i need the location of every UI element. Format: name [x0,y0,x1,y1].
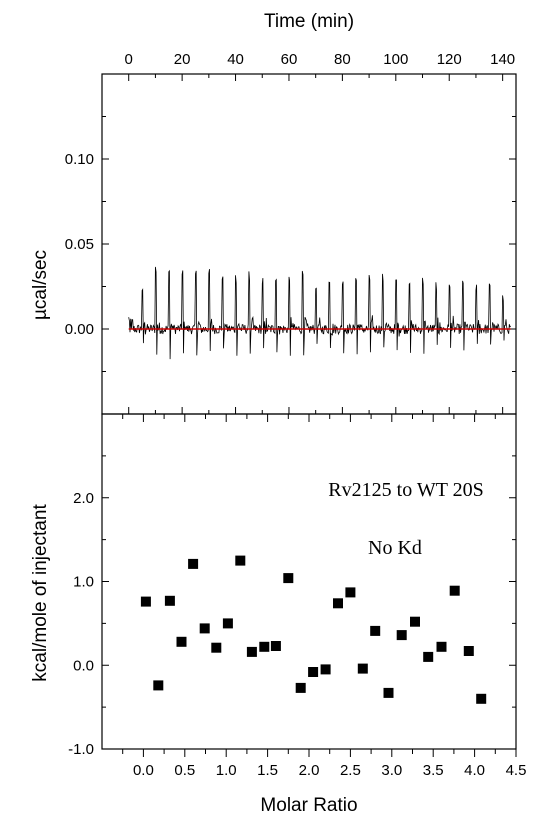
annotation-no-kd: No Kd [368,537,422,559]
y-tick-label: 2.0 [73,490,94,507]
bottom-panel-ticks: 0.0 0.5 1.0 1.5 2.0 2.5 3.0 3.5 4.0 4.5 -1.0 0.0 1.0… [68,414,526,779]
data-point [333,598,343,609]
data-point [164,595,175,606]
data-point [345,587,356,598]
data-point [410,616,420,627]
annotation-title: Rv2125 to WT 20S [328,479,483,501]
time-tick-label: 60 [281,51,298,68]
data-points [140,555,487,704]
data-point [308,667,319,677]
thermogram-layer [128,266,512,360]
x-tick-label: 1.5 [257,762,278,779]
x-tick-label: 4.0 [464,762,485,779]
top-y-tick-label: 0.00 [65,321,94,338]
top-y-tick-label: 0.05 [65,236,94,253]
y-tick-label: 1.0 [73,574,94,591]
time-tick-label: 100 [383,51,408,68]
data-point [140,596,151,607]
x-tick-label: 1.0 [216,762,237,779]
data-point [222,618,233,629]
data-point [370,625,381,636]
time-tick-label: 140 [490,51,515,68]
x-tick-label: 2.0 [299,762,320,779]
top-y-tick-label: 0.10 [65,151,94,168]
data-point [283,573,294,584]
data-point [449,585,460,596]
bottom-panel-ylabel: kcal/mole of injectant [30,504,51,682]
data-point [199,623,210,634]
data-point [436,641,447,652]
top-panel-ticks: 0 20 40 60 80 100 120 140 0.10 0.05 0.00 [65,51,516,414]
data-point [259,641,270,652]
time-tick-label: 40 [227,51,244,68]
y-tick-label: -1.0 [68,741,94,758]
data-point [320,664,331,675]
top-panel-frame [101,73,517,415]
data-point [295,682,306,693]
time-tick-label: 0 [125,51,133,68]
thermogram-trace [128,266,512,360]
data-point [211,642,222,653]
time-tick-label: 20 [174,51,191,68]
x-tick-label: 4.5 [506,762,527,779]
bottom-panel-frame [101,413,517,750]
data-point [357,663,368,674]
data-point [396,630,407,641]
data-point [153,680,164,691]
data-point [423,651,434,662]
time-tick-label: 80 [334,51,351,68]
top-axis-title: Time (min) [264,11,354,32]
top-panel-ylabel: µcal/sec [30,250,51,320]
y-tick-label: 0.0 [73,657,94,674]
data-point [463,646,474,656]
data-point [476,693,487,704]
time-tick-label: 120 [437,51,462,68]
data-point [176,636,187,647]
data-point [270,641,281,651]
data-point [188,558,199,569]
x-tick-label: 0.0 [133,762,154,779]
x-tick-label: 3.5 [423,762,444,779]
data-point [246,646,257,657]
x-tick-label: 0.5 [174,762,195,779]
x-axis-label: Molar Ratio [260,795,357,816]
x-tick-label: 3.0 [381,762,402,779]
data-point [235,555,246,566]
x-tick-label: 2.5 [340,762,361,779]
data-point [383,687,394,698]
